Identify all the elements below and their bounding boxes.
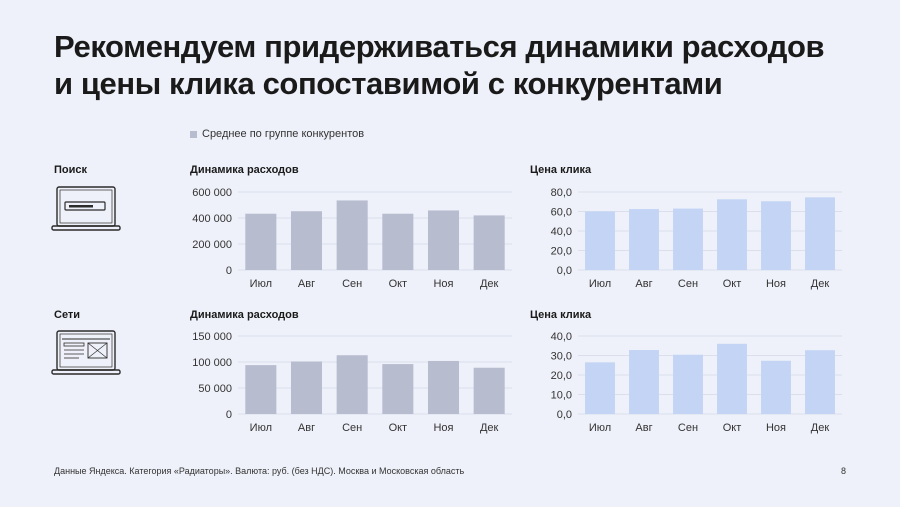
y-tick-label: 20,0	[551, 246, 572, 258]
y-tick-label: 80,0	[551, 187, 572, 199]
bar	[473, 215, 505, 270]
bar	[673, 354, 703, 414]
x-tick-label: Авг	[635, 422, 652, 434]
bar	[629, 209, 659, 270]
bar	[585, 362, 615, 414]
y-tick-label: 60,0	[551, 207, 572, 219]
chart-search-spend: 0 200 000 400 000 600 000 Июл Авг Сен Окт Ноя Дек	[192, 187, 512, 290]
bar	[585, 211, 615, 270]
legend-label: Среднее по группе конкурентов	[202, 128, 365, 140]
x-tick-label: Сен	[678, 422, 698, 434]
bar	[761, 201, 791, 270]
section-label-search: Поиск	[54, 164, 88, 176]
x-tick-label: Окт	[723, 422, 742, 434]
footer-note: Данные Яндекса. Категория «Радиаторы». В…	[54, 466, 465, 476]
laptop-search-icon	[51, 186, 121, 231]
bar	[761, 360, 791, 414]
y-tick-label: 150 000	[192, 331, 232, 343]
x-tick-label: Июл	[589, 278, 611, 290]
y-tick-label: 400 000	[192, 213, 232, 225]
x-tick-label: Сен	[342, 422, 362, 434]
x-tick-label: Ноя	[766, 422, 786, 434]
bar	[245, 213, 277, 270]
bar	[717, 199, 747, 270]
x-tick-label: Ноя	[433, 278, 453, 290]
y-tick-label: 10,0	[551, 390, 572, 402]
y-tick-label: 200 000	[192, 239, 232, 251]
x-tick-label: Июл	[589, 422, 611, 434]
bar	[717, 343, 747, 414]
y-tick-label: 0	[226, 409, 232, 421]
x-tick-label: Авг	[298, 278, 315, 290]
x-tick-label: Сен	[678, 278, 698, 290]
x-tick-label: Авг	[635, 278, 652, 290]
chart-title-network-spend: Динамика расходов	[190, 309, 299, 321]
page-number: 8	[840, 466, 846, 476]
y-tick-label: 0,0	[557, 265, 572, 277]
y-tick-label: 30,0	[551, 351, 572, 363]
y-tick-label: 100 000	[192, 357, 232, 369]
bar	[290, 211, 323, 270]
bar	[805, 350, 835, 414]
bar	[245, 365, 277, 414]
x-tick-label: Июл	[250, 422, 272, 434]
chart-network-spend: 0 50 000 100 000 150 000 Июл Авг Сен Окт Ноя Дек	[192, 331, 512, 434]
bar	[473, 367, 505, 414]
bar	[427, 360, 460, 414]
laptop-network-icon	[51, 330, 121, 375]
x-tick-label: Ноя	[433, 422, 453, 434]
y-tick-label: 20,0	[551, 370, 572, 382]
section-label-network: Сети	[54, 309, 81, 321]
y-tick-label: 0,0	[557, 409, 572, 421]
x-tick-label: Авг	[298, 422, 315, 434]
bar	[805, 197, 835, 270]
bar	[382, 364, 414, 414]
y-tick-label: 40,0	[551, 331, 572, 343]
y-tick-label: 50 000	[198, 383, 232, 395]
bar	[629, 350, 659, 414]
chart-title-search-cpc: Цена клика	[530, 164, 592, 176]
slide-title-line-2: и цены клика сопоставимой с конкурентами	[54, 66, 723, 101]
x-tick-label: Сен	[342, 278, 362, 290]
x-tick-label: Окт	[723, 278, 742, 290]
bar	[427, 210, 460, 270]
bar	[336, 200, 368, 270]
x-tick-label: Ноя	[766, 278, 786, 290]
x-tick-label: Окт	[389, 278, 408, 290]
y-tick-label: 600 000	[192, 187, 232, 199]
chart-search-cpc: 0,0 20,0 40,0 60,0 80,0 Июл Авг Сен Окт Ноя Дек	[551, 187, 842, 290]
y-tick-label: 40,0	[551, 226, 572, 238]
slide-title-line-1: Рекомендуем придерживаться динамики расх…	[54, 29, 825, 64]
chart-title-network-cpc: Цена клика	[530, 309, 592, 321]
x-tick-label: Дек	[480, 278, 499, 290]
y-tick-label: 0	[226, 265, 232, 277]
x-tick-label: Дек	[480, 422, 499, 434]
chart-legend: Среднее по группе конкурентов	[190, 128, 364, 140]
x-tick-label: Июл	[250, 278, 272, 290]
chart-title-search-spend: Динамика расходов	[190, 164, 299, 176]
x-tick-label: Дек	[811, 278, 830, 290]
chart-network-cpc: 0,0 10,0 20,0 30,0 40,0 Июл Авг Сен Окт Ноя Дек	[551, 331, 842, 434]
bar	[290, 361, 323, 414]
bar	[382, 213, 414, 270]
x-tick-label: Окт	[389, 422, 408, 434]
bar	[673, 208, 703, 270]
legend-swatch	[190, 130, 197, 138]
bar	[336, 355, 368, 414]
slide-title: Рекомендуем придерживаться динамики расх…	[54, 28, 894, 102]
x-tick-label: Дек	[811, 422, 830, 434]
